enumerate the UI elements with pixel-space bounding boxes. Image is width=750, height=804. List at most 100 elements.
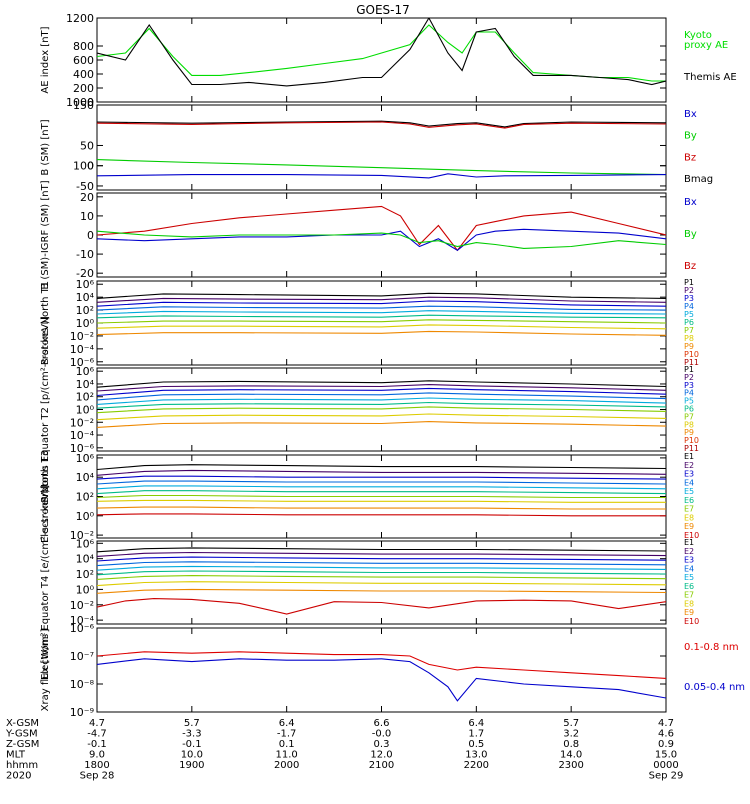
y-axis-label: Electrons Equator T4 [e/(cm²-s-sr-keV)] (40, 485, 51, 680)
legend-entry: E10 (684, 531, 699, 540)
footer-value: 0.9 (658, 739, 674, 750)
legend-entry: P3 (684, 294, 694, 303)
series-group (97, 464, 666, 517)
x-axis-table: X-GSM 4.7 5.7 6.4 6.6 6.4 5.7 4.7Y-GSM -4.7 -3.3-… (5, 718, 683, 782)
footer-value: 10.0 (181, 750, 203, 761)
legend-entry: P4 (684, 302, 694, 311)
series-line-1 (97, 121, 666, 129)
y-tick-label: 10⁻⁹ (70, 706, 94, 719)
y-tick-label: 200 (73, 82, 94, 95)
series-group (97, 292, 666, 336)
series-line-4 (97, 397, 666, 405)
legend-entry: P7 (684, 412, 694, 421)
footer-row-label: 2020 (6, 771, 31, 782)
panel-frame (96, 104, 667, 191)
legend-entry: E7 (684, 505, 694, 514)
footer-value: 6.6 (374, 718, 390, 729)
legend-entry: P1 (684, 365, 694, 374)
series-group (97, 18, 666, 87)
legend-entry: Bx (684, 109, 697, 120)
y-tick-label: 10⁴ (76, 378, 95, 391)
legend-entry: E5 (684, 487, 694, 496)
y-tick-label: 10⁰ (76, 404, 95, 417)
y-tick-label: -50 (76, 180, 94, 193)
series-line-7 (97, 499, 666, 503)
y-tick-label: 10⁻⁸ (70, 678, 95, 691)
footer-value: Sep 28 (80, 771, 115, 782)
legend-entry: P8 (684, 334, 694, 343)
series-line-6 (97, 319, 666, 324)
legend-entry: E9 (684, 522, 694, 531)
series-line-4 (97, 485, 666, 490)
series-group (97, 547, 666, 615)
series-line-8 (97, 588, 666, 594)
y-axis-label: Xray flux [W/m²] (40, 629, 51, 712)
series-line-1 (97, 384, 666, 392)
y-tick-label: 1000 (66, 96, 94, 109)
legend-entry: P11 (684, 444, 699, 453)
legend-entry: P4 (684, 389, 694, 398)
y-tick-label: 10⁻⁴ (70, 429, 95, 442)
footer-row-label: hhmm (6, 760, 38, 771)
y-tick-label: 10⁶ (76, 452, 95, 465)
series-line-7 (97, 581, 666, 587)
y-tick-label: 10² (76, 491, 94, 504)
panel-frame (96, 17, 667, 103)
footer-value: -0.1 (87, 739, 107, 750)
legend-entry: proxy AE (684, 40, 728, 51)
series-line-0 (97, 651, 666, 679)
legend-entry: E4 (684, 478, 694, 487)
series-line-7 (97, 324, 666, 330)
y-tick-label: 10⁴ (76, 553, 95, 566)
series-line-2 (97, 159, 666, 176)
y-tick-label: 10⁰ (76, 510, 95, 523)
legend-entry: E9 (684, 608, 694, 617)
y-tick-label: 1200 (66, 12, 94, 25)
y-tick-label: 10 (80, 210, 94, 223)
footer-value: 0.5 (468, 739, 484, 750)
footer-value: 2200 (464, 760, 489, 771)
y-tick-label: 600 (73, 54, 94, 67)
y-tick-label: 10² (76, 391, 94, 404)
series-line-3 (97, 392, 666, 401)
legend-entry: Bz (684, 261, 696, 272)
series-line-5 (97, 570, 666, 576)
footer-value: 0000 (653, 760, 678, 771)
y-tick-label: 10⁴ (76, 471, 95, 484)
series-group (97, 380, 666, 428)
y-axis-label: Protons Equator T2 [p/(cm²-s-sr-keV)] (40, 316, 51, 503)
series-line-0 (97, 120, 666, 128)
footer-value: 14.0 (560, 750, 582, 761)
series-line-2 (97, 475, 666, 480)
legend-entry: P11 (684, 358, 699, 367)
series-line-8 (97, 421, 666, 428)
footer-value: 0.3 (374, 739, 390, 750)
legend-entry: E4 (684, 564, 694, 573)
footer-value: 0.8 (563, 739, 579, 750)
series-line-4 (97, 565, 666, 571)
legend-entry: P8 (684, 420, 694, 429)
y-tick-label: 0 (87, 229, 94, 242)
legend-entry: P10 (684, 350, 699, 359)
legend-entry: E6 (684, 496, 694, 505)
footer-value: Sep 29 (649, 771, 684, 782)
series-group (97, 205, 666, 252)
footer-value: 11.0 (276, 750, 298, 761)
legend-entry: Bx (684, 197, 697, 208)
footer-value: 12.0 (370, 750, 392, 761)
legend-entry: E5 (684, 573, 694, 582)
footer-row-label: Y-GSM (5, 729, 38, 740)
legend-entry: P9 (684, 342, 694, 351)
y-axis-label: Protons North T1 (40, 281, 51, 365)
series-line-0 (97, 205, 666, 252)
legend-entry: E8 (684, 599, 694, 608)
footer-value: -0.1 (182, 739, 202, 750)
series-line-0 (97, 292, 666, 299)
series-line-2 (97, 556, 666, 562)
legend-entry: P5 (684, 397, 694, 406)
series-line-8 (97, 330, 666, 336)
footer-value: 0.1 (279, 739, 295, 750)
legend-entry: 0.05-0.4 nm (684, 682, 745, 693)
legend-entry: By (684, 229, 697, 240)
